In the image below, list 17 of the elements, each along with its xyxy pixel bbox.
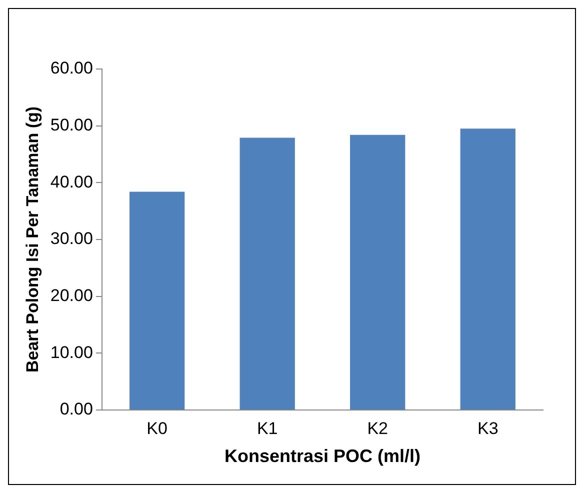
y-tick-label: 60.00 bbox=[50, 58, 93, 78]
x-tick-label: K2 bbox=[367, 418, 388, 438]
x-tick-label: K1 bbox=[256, 418, 278, 438]
y-tick-label: 20.00 bbox=[50, 286, 93, 306]
y-tick-label: 10.00 bbox=[50, 342, 93, 362]
y-tick-label: 40.00 bbox=[50, 172, 93, 192]
y-tick-label: 30.00 bbox=[50, 229, 93, 248]
y-tick-label: 0.00 bbox=[60, 400, 93, 419]
x-tick-label: K3 bbox=[477, 418, 498, 438]
x-axis-title: Konsentrasi POC (ml/l) bbox=[224, 446, 420, 466]
bar bbox=[240, 138, 295, 410]
bar bbox=[350, 134, 406, 410]
bar bbox=[130, 192, 185, 410]
bar bbox=[460, 128, 516, 410]
y-axis-title: Beart Polong Isi Per Tanaman (g) bbox=[22, 106, 42, 373]
x-tick-label: K0 bbox=[146, 418, 168, 438]
y-tick-label: 50.00 bbox=[50, 116, 93, 135]
